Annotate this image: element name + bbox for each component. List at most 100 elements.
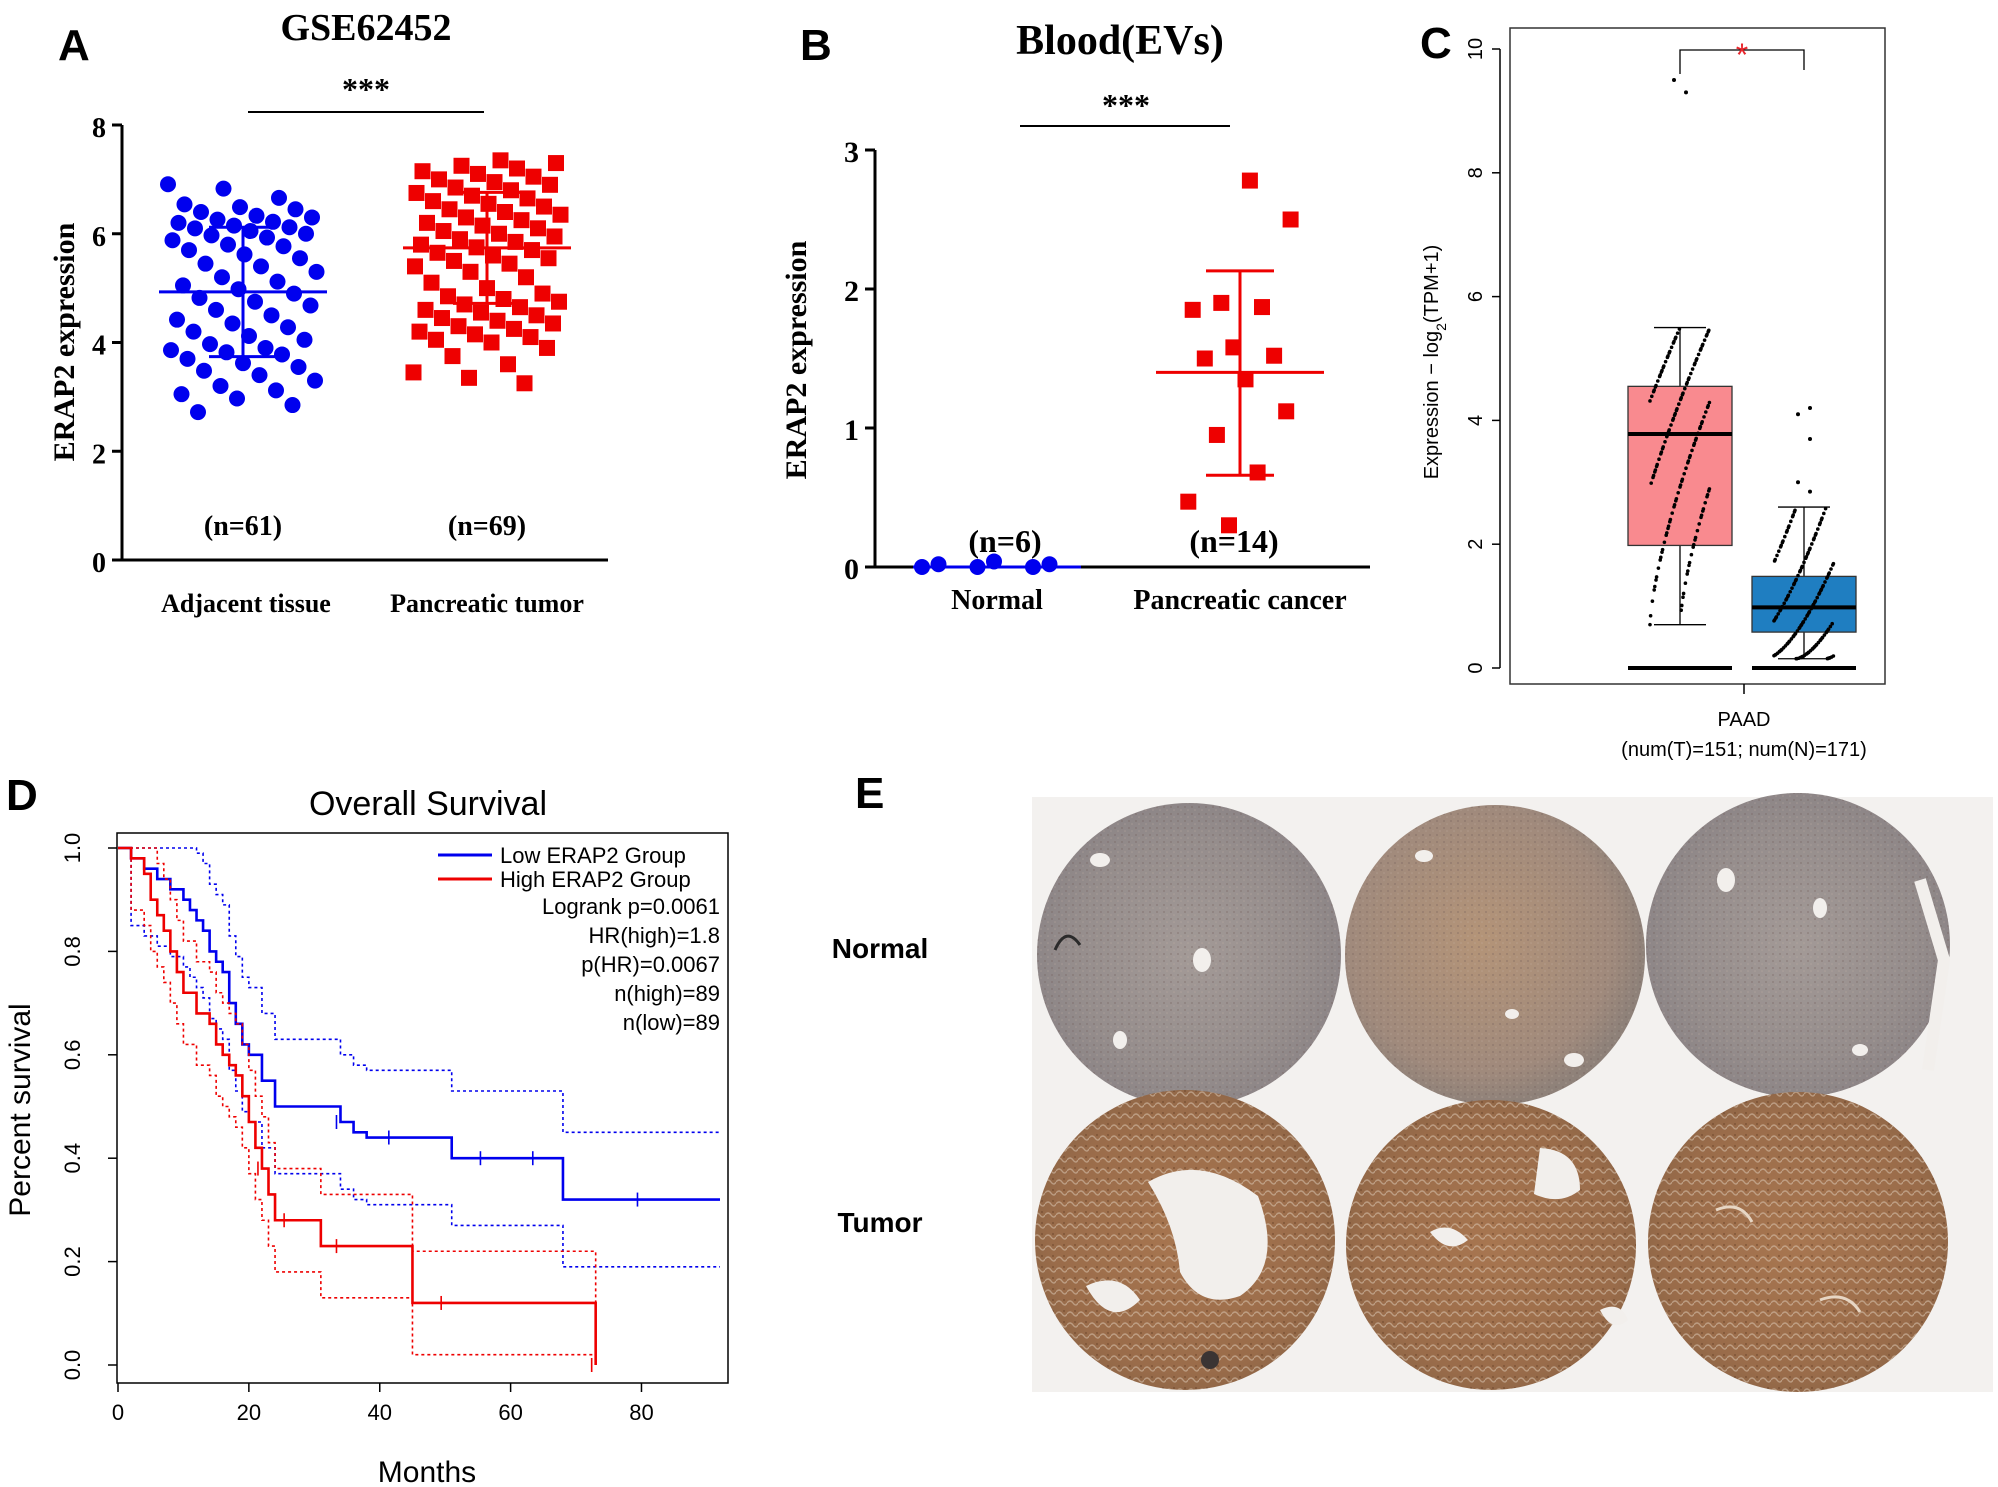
panel-c-point (1772, 653, 1776, 658)
panel-a-point (435, 223, 452, 240)
panel-letter-a: A (58, 21, 90, 70)
panel-c-point (1799, 655, 1803, 660)
panel-c-point (1668, 517, 1673, 522)
ihc-normal-core-1 (1037, 803, 1341, 1107)
panel-c-point (1778, 649, 1782, 653)
panel-a-point (492, 152, 509, 169)
panel-c-significance-bracket (1679, 49, 1805, 74)
stat-logrank: Logrank p=0.0061 (542, 894, 720, 919)
panel-c-point (1802, 560, 1806, 565)
panel-a-point (185, 323, 202, 340)
panel-c-y-label: Expression − log2(TPM+1) (1421, 245, 1449, 480)
panel-a-point (518, 269, 534, 286)
panel-c-point (1683, 581, 1688, 586)
panel-c-point (1800, 564, 1804, 569)
panel-c-point (1789, 519, 1793, 524)
panel-c-point (1661, 445, 1665, 449)
panel-a-point (257, 339, 274, 356)
panel-a-point (461, 369, 477, 386)
panel-c-point (1772, 618, 1777, 622)
panel-c-point (1660, 547, 1665, 552)
panel-c-point (1666, 354, 1670, 358)
panel-c-point (1654, 575, 1659, 579)
panel-a-point (163, 342, 179, 359)
panel-c-x-label: PAAD (1718, 709, 1771, 731)
panel-c-point (1648, 399, 1652, 403)
panel-a-point (497, 204, 513, 220)
panel-a-point (444, 348, 461, 365)
panel-c-point (1699, 513, 1704, 518)
panel-b-y-tick-label: 0 (844, 553, 859, 586)
panel-a-point (440, 288, 456, 305)
panel-a-point (304, 209, 320, 226)
panel-c-point (1819, 587, 1824, 592)
panel-a-point (450, 318, 467, 335)
panel-c-point (1663, 359, 1668, 364)
panel-a-point (215, 180, 232, 197)
panel-a-point (232, 199, 248, 216)
panel-c-point (1665, 531, 1669, 535)
panel-c-point (1702, 338, 1707, 342)
panel-a-point (542, 176, 558, 193)
panel-c-point (1798, 568, 1803, 573)
panel-a-point (196, 362, 212, 379)
panel-c-point (1781, 539, 1785, 543)
panel-d-survival-plot: Overall Survival Months Percent survival… (4, 785, 729, 1487)
panel-letter-e: E (855, 769, 884, 818)
panel-c-point (1799, 622, 1804, 627)
panel-c-point (1653, 584, 1657, 589)
panel-d-x-tick-label: 60 (498, 1400, 522, 1425)
panel-d-ci-lower (118, 847, 720, 1268)
panel-a-point (281, 219, 298, 236)
panel-c-point (1779, 543, 1783, 548)
panel-c-point (1687, 560, 1692, 565)
panel-a-point (175, 277, 191, 294)
panel-a-point (501, 255, 518, 272)
panel-b-point (1225, 339, 1242, 356)
panel-a-point (284, 397, 301, 414)
panel-letter-d: D (6, 771, 38, 820)
panel-c-y-tick-label: 10 (1465, 38, 1487, 60)
panel-c-point (1817, 591, 1822, 595)
panel-a-point (173, 386, 190, 403)
panel-b-y-tick-label: 2 (844, 275, 859, 308)
panel-c-point (1675, 407, 1679, 411)
panel-c-point (1826, 656, 1830, 661)
panel-b-point (1241, 172, 1258, 189)
panel-c-point (1686, 459, 1691, 463)
panel-c-point (1803, 617, 1807, 621)
panel-a-point (506, 320, 522, 337)
panel-c-point (1662, 364, 1666, 368)
panel-c-point (1825, 629, 1829, 634)
panel-c-point (1662, 540, 1667, 545)
panel-c-point (1686, 569, 1690, 573)
panel-a-point (546, 228, 563, 245)
panel-a-point (473, 304, 489, 321)
panel-a-point (248, 207, 265, 224)
panel-c-point (1690, 367, 1695, 371)
panel-c-point (1795, 629, 1800, 633)
panel-c-point (1648, 622, 1652, 627)
panel-a-point (241, 327, 257, 344)
panel-c-point (1798, 625, 1802, 630)
panel-a-point (235, 355, 251, 372)
panel-a-point (164, 232, 181, 249)
panel-c-point (1827, 571, 1831, 575)
panel-c-point (1681, 391, 1685, 395)
panel-a-point (214, 269, 230, 286)
panel-a-point (423, 274, 440, 291)
panel-a-point (229, 390, 245, 407)
panel-a-point (428, 331, 444, 348)
panel-c-point (1677, 402, 1681, 406)
panel-c-point (1696, 352, 1701, 357)
panel-c-y-tick-label: 8 (1465, 167, 1487, 178)
panel-c-outlier (1796, 412, 1800, 417)
panel-c-point (1704, 410, 1708, 414)
panel-a-point (280, 319, 296, 336)
panel-c-point (1805, 651, 1809, 656)
panel-c-point (1707, 328, 1711, 333)
panel-b-point (1180, 493, 1197, 510)
legend-label-low: Low ERAP2 Group (500, 843, 686, 868)
panel-c-point (1793, 508, 1797, 513)
